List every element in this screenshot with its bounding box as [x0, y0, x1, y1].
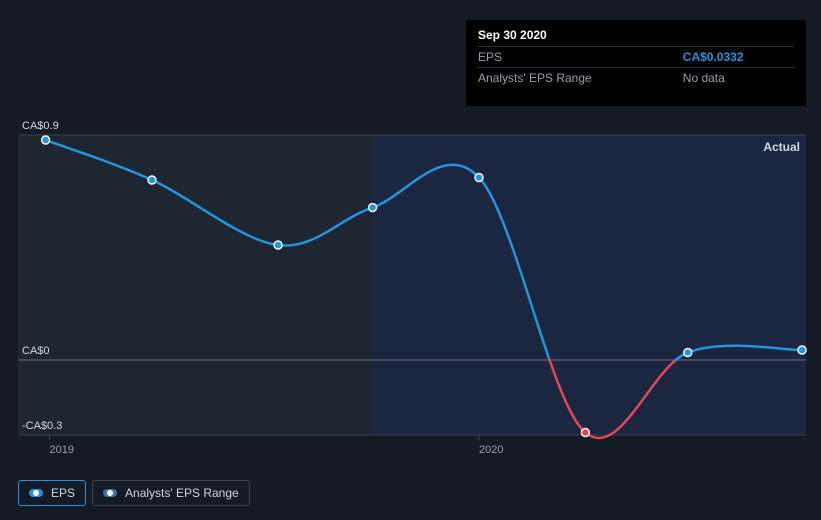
legend-item-eps[interactable]: EPS	[18, 480, 86, 506]
svg-text:-CA$0.3: -CA$0.3	[22, 420, 62, 432]
legend-label: Analysts' EPS Range	[125, 486, 239, 500]
svg-text:2019: 2019	[50, 444, 74, 456]
tooltip-row-label: Analysts' EPS Range	[478, 68, 663, 89]
legend-swatch-icon	[29, 489, 43, 497]
tooltip-row-value: No data	[663, 68, 794, 89]
tooltip-date: Sep 30 2020	[478, 28, 794, 42]
tooltip-row: Analysts' EPS Range No data	[478, 68, 794, 89]
tooltip-row-value: CA$0.0332	[663, 47, 794, 68]
svg-text:2020: 2020	[479, 444, 503, 456]
legend-label: EPS	[51, 486, 75, 500]
chart-tooltip: Sep 30 2020 EPS CA$0.0332 Analysts' EPS …	[466, 20, 806, 106]
tooltip-row-label: EPS	[478, 47, 663, 68]
svg-text:Actual: Actual	[763, 140, 800, 154]
tooltip-table: EPS CA$0.0332 Analysts' EPS Range No dat…	[478, 46, 794, 88]
legend-swatch-icon	[103, 489, 117, 497]
svg-text:CA$0: CA$0	[22, 345, 50, 357]
chart-legend: EPS Analysts' EPS Range	[18, 480, 250, 506]
eps-chart-container: { "layout": { "width": 821, "height": 52…	[0, 0, 821, 520]
legend-item-analysts-range[interactable]: Analysts' EPS Range	[92, 480, 250, 506]
svg-text:CA$0.9: CA$0.9	[22, 120, 59, 132]
tooltip-row: EPS CA$0.0332	[478, 47, 794, 68]
